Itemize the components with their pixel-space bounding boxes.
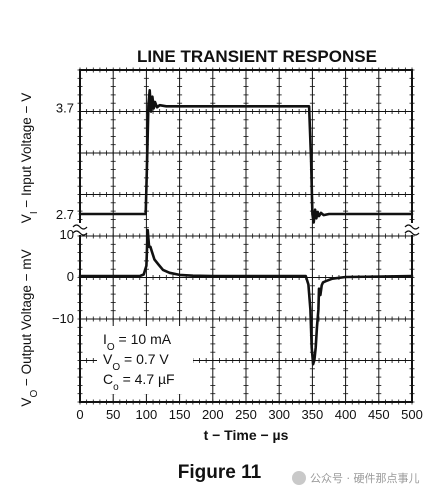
x-tick-label: 0 bbox=[76, 407, 83, 422]
y-label-subscript: O bbox=[29, 390, 40, 398]
series-input-trace bbox=[78, 89, 414, 224]
watermark-text: 公众号 · 硬件那点事儿 bbox=[310, 472, 420, 485]
annotation-subscript: O bbox=[112, 362, 120, 373]
annotation-background bbox=[97, 326, 193, 394]
axis-break bbox=[404, 224, 420, 230]
annotation-value: = 0.7 V bbox=[120, 351, 169, 367]
y-label-symbol: V bbox=[19, 214, 34, 223]
annotation-line: VO = 0.7 V bbox=[103, 351, 169, 373]
y-tick-label-output: −10 bbox=[52, 311, 74, 326]
figure-caption: Figure 11 bbox=[177, 462, 262, 483]
wechat-icon bbox=[292, 471, 306, 485]
x-axis-label: t − Time − µs bbox=[204, 427, 289, 443]
x-tick-label: 200 bbox=[202, 407, 224, 422]
axis-break bbox=[72, 224, 88, 230]
series-output-trace bbox=[78, 228, 414, 366]
annotation-line: Co = 4.7 µF bbox=[103, 371, 175, 393]
annotation-subscript: O bbox=[107, 342, 115, 353]
x-tick-label: 150 bbox=[169, 407, 191, 422]
annotation-symbol: C bbox=[103, 371, 113, 387]
y-axis-label-output: VO − Output Voltage − mV bbox=[19, 249, 40, 406]
x-tick-label: 400 bbox=[335, 407, 357, 422]
series-layer bbox=[78, 89, 414, 366]
x-tick-label: 450 bbox=[368, 407, 390, 422]
x-tick-label: 350 bbox=[302, 407, 324, 422]
chart-title: LINE TRANSIENT RESPONSE bbox=[137, 47, 377, 66]
axis-break bbox=[72, 230, 88, 236]
plot-border bbox=[79, 69, 413, 403]
y-axis-label-input: VI − Input Voltage − V bbox=[19, 93, 40, 223]
y-label-text: − Output Voltage − mV bbox=[19, 249, 34, 389]
y-tick-label-output: 0 bbox=[67, 269, 74, 284]
y-label-symbol: V bbox=[19, 398, 34, 407]
grid bbox=[72, 67, 420, 405]
tick-labels: 0 50 100 150 200 250 300 350 400 450 5003.72.7100−… bbox=[52, 100, 423, 422]
x-tick-label: 500 bbox=[401, 407, 423, 422]
y-tick-label-input: 3.7 bbox=[56, 100, 74, 115]
annotation-value: = 4.7 µF bbox=[119, 371, 175, 387]
annotation-value: = 10 mA bbox=[115, 331, 172, 347]
x-tick-label: 300 bbox=[268, 407, 290, 422]
y-label-text: − Input Voltage − V bbox=[19, 93, 34, 212]
annotation-subscript: o bbox=[113, 382, 119, 393]
y-tick-label-input: 2.7 bbox=[56, 207, 74, 222]
y-label-subscript: I bbox=[29, 211, 40, 214]
x-tick-label: 100 bbox=[136, 407, 158, 422]
annotation-line: IO = 10 mA bbox=[103, 331, 172, 353]
y-tick-label-output: 10 bbox=[60, 227, 74, 242]
watermark: 公众号 · 硬件那点事儿 bbox=[292, 470, 420, 486]
annotation-symbol: I bbox=[103, 331, 107, 347]
x-tick-label: 250 bbox=[235, 407, 257, 422]
annotation-symbol: V bbox=[103, 351, 113, 367]
axis-break-mask bbox=[406, 223, 418, 235]
axis-break bbox=[404, 230, 420, 236]
axis-break-mask bbox=[74, 223, 86, 235]
x-tick-label: 50 bbox=[106, 407, 120, 422]
